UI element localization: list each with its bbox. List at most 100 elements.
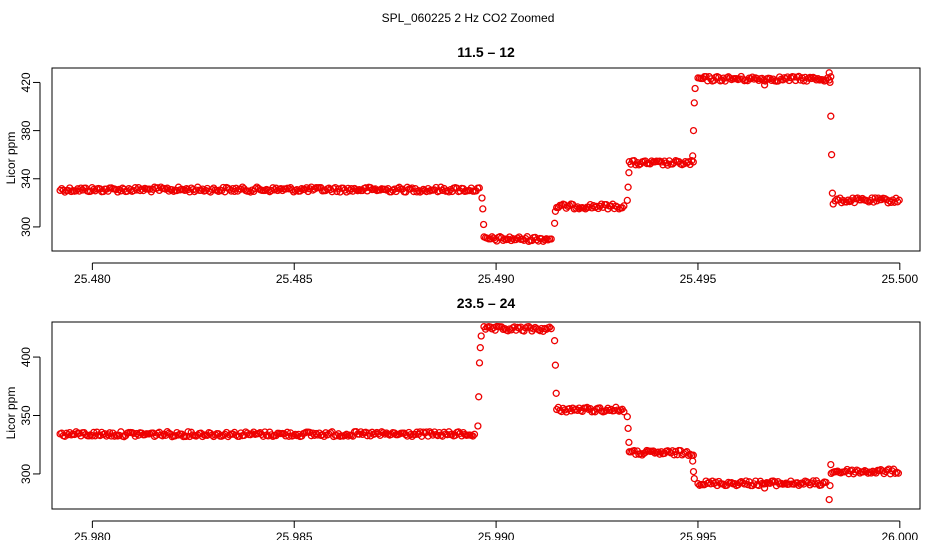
data-point: [438, 186, 447, 195]
data-point: [547, 235, 555, 243]
data-point: [877, 195, 886, 204]
data-point: [630, 446, 638, 455]
panel-title-bottom: 23.5 – 24: [457, 295, 516, 311]
transition-point: [826, 481, 834, 490]
data-point: [267, 431, 275, 439]
data-point: [285, 432, 293, 440]
x-tick-label: 25.485: [276, 272, 313, 286]
x-tick-label: 25.980: [74, 530, 111, 540]
data-point: [422, 428, 431, 436]
x-tick-label: 25.500: [881, 272, 918, 286]
transition-point: [760, 484, 769, 492]
transition-point: [689, 467, 698, 476]
y-tick-label: 340: [19, 168, 33, 188]
data-point: [894, 469, 903, 477]
transition-point: [689, 126, 698, 135]
data-point: [819, 479, 827, 487]
transition-point: [826, 78, 834, 87]
transition-point: [551, 361, 560, 369]
data-point: [684, 451, 693, 460]
y-tick-label: 350: [19, 405, 33, 425]
data-point: [731, 480, 739, 488]
transition-point: [825, 495, 833, 504]
y-axis-label-top: Licor ppm: [4, 132, 18, 185]
data-point: [688, 157, 696, 165]
x-tick-label: 25.990: [478, 530, 515, 540]
y-axis-label-bottom: Licor ppm: [4, 387, 18, 440]
data-point: [895, 196, 903, 204]
chart-panel-top: 11.5 – 12 Licor ppm 25.480 25.485 25.490 25…: [4, 44, 921, 286]
data-point: [104, 431, 112, 439]
data-point: [618, 204, 626, 212]
transition-point: [477, 332, 485, 340]
transition-point: [829, 200, 837, 208]
data-point: [77, 184, 85, 192]
data-point: [761, 480, 769, 488]
data-point: [302, 184, 311, 192]
data-point: [91, 432, 99, 440]
transition-point: [827, 151, 836, 159]
data-point: [117, 428, 125, 436]
data-point: [893, 198, 902, 206]
data-point: [418, 187, 426, 195]
data-point: [219, 183, 227, 192]
data-point: [475, 184, 483, 192]
transition-point: [625, 438, 633, 447]
data-point: [314, 431, 322, 439]
transition-point: [474, 422, 482, 430]
data-point: [545, 323, 554, 331]
data-point: [529, 325, 538, 333]
y-tick-label: 380: [19, 120, 33, 140]
data-point: [283, 428, 291, 436]
data-point: [842, 198, 851, 206]
data-point: [197, 186, 205, 194]
data-point: [636, 450, 645, 458]
data-point: [849, 194, 857, 202]
data-point: [208, 185, 216, 194]
data-point: [59, 186, 67, 194]
data-point: [572, 405, 580, 413]
data-point: [443, 187, 451, 195]
data-point: [565, 201, 574, 210]
data-point: [115, 185, 123, 194]
transition-point: [552, 389, 560, 397]
data-point: [867, 469, 875, 477]
data-point: [547, 325, 555, 333]
data-point: [406, 431, 415, 439]
data-point: [208, 431, 216, 439]
plot-frame: [51, 67, 921, 252]
y-tick-label: 300: [19, 217, 33, 237]
data-point: [470, 430, 479, 438]
transition-point: [689, 457, 697, 465]
data-point: [293, 431, 301, 440]
data-point: [110, 432, 119, 440]
transition-point: [475, 393, 483, 401]
transition-point: [690, 474, 698, 483]
data-point: [181, 186, 189, 195]
data-point: [664, 161, 672, 169]
transition-point: [623, 413, 631, 421]
x-tick-label: 25.495: [680, 272, 717, 286]
data-point: [814, 75, 822, 83]
x-tick-label: 25.995: [680, 530, 717, 540]
data-point: [748, 73, 757, 81]
data-point: [620, 202, 628, 210]
transition-point: [690, 99, 698, 107]
transition-point: [691, 84, 699, 93]
data-points: [56, 69, 903, 246]
data-point: [885, 197, 894, 205]
plot-frame: [51, 321, 921, 510]
transition-point: [624, 183, 632, 191]
data-point: [620, 408, 628, 416]
data-point: [469, 432, 477, 440]
data-point: [499, 236, 507, 245]
data-point: [211, 431, 219, 439]
y-tick-label: 420: [19, 72, 33, 92]
data-point: [371, 430, 379, 438]
transition-point: [479, 220, 488, 229]
data-point: [806, 73, 814, 82]
transition-point: [475, 359, 484, 367]
data-point: [342, 430, 351, 438]
panel-title-top: 11.5 – 12: [457, 44, 515, 60]
